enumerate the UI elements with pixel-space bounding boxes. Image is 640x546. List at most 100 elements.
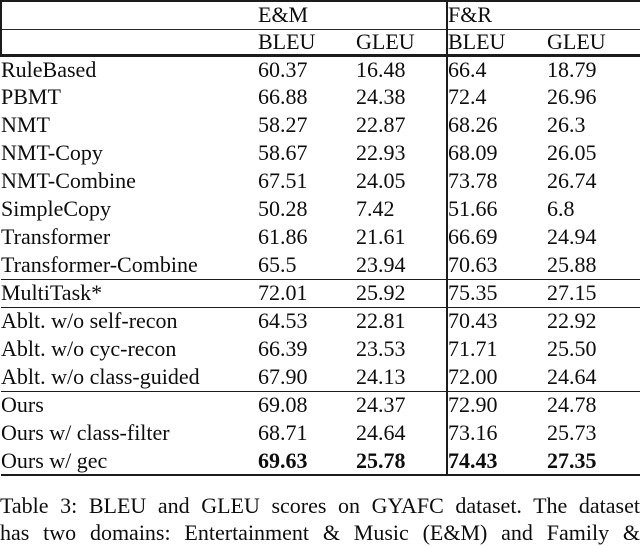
score-cell: 67.90 xyxy=(258,363,308,389)
subheader-fr-gleu: GLEU xyxy=(547,29,640,57)
score-cell: 75.35 xyxy=(446,278,547,307)
score-cell: 65.5 xyxy=(258,251,297,277)
score-cell: 26.96 xyxy=(547,84,597,109)
table-row-simplecopy: SimpleCopy 50.28 7.42 51.66 6.8 xyxy=(1,195,640,223)
score-cell: 24.37 xyxy=(356,390,447,419)
table-row-multitask: MultiTask* 72.01 25.92 75.35 27.15 xyxy=(1,278,640,307)
score-cell: 70.63 xyxy=(446,251,547,279)
table-caption-line-1: Table 3: BLEU and GLEU scores on GYAFC d… xyxy=(0,493,640,518)
score-cell: 64.53 xyxy=(258,306,356,335)
table-row-nmt-combine: NMT-Combine 67.51 24.05 73.78 26.74 xyxy=(1,167,640,195)
score-cell: 7.42 xyxy=(356,196,395,221)
subheader-em-gleu: GLEU xyxy=(356,29,447,57)
score-cell: 6.8 xyxy=(547,196,575,221)
score-cell: 67.51 xyxy=(258,168,308,193)
method-cell: RuleBased xyxy=(1,56,97,82)
score-cell: 23.53 xyxy=(356,336,406,361)
score-cell: 27.15 xyxy=(547,278,640,307)
score-cell: 69.63 xyxy=(258,447,356,476)
score-cell: 68.71 xyxy=(258,420,308,445)
score-cell: 22.87 xyxy=(356,112,406,137)
score-cell: 73.78 xyxy=(446,167,547,195)
score-cell: 21.61 xyxy=(356,224,406,249)
score-cell: 22.81 xyxy=(356,306,447,335)
col-group-fr: F&R xyxy=(446,0,640,30)
score-cell: 61.86 xyxy=(258,224,308,249)
method-cell: Ablt. w/o self-recon xyxy=(1,306,258,335)
score-cell: 72.01 xyxy=(258,278,356,307)
score-cell: 24.64 xyxy=(547,363,597,389)
table-row-ours-gec: Ours w/ gec 69.63 25.78 74.43 27.35 xyxy=(1,447,640,476)
table-caption-line-2: has two domains: Entertainment & Music (… xyxy=(0,520,640,545)
score-cell: 18.79 xyxy=(547,56,597,82)
score-cell: 23.94 xyxy=(356,251,406,277)
results-table: E&M F&R BLEU GLEU BLEU GLEU RuleBased 60… xyxy=(0,0,640,476)
table-row-ablt-cyc-recon: Ablt. w/o cyc-recon 66.39 23.53 71.71 25… xyxy=(1,335,640,363)
method-cell: NMT-Combine xyxy=(1,168,136,193)
score-cell: 69.08 xyxy=(258,390,356,419)
table-row-rulebased: RuleBased 60.37 16.48 66.4 18.79 xyxy=(1,55,640,83)
score-cell: 26.3 xyxy=(547,112,586,137)
table-row-ours-class-filter: Ours w/ class-filter 68.71 24.64 73.16 2… xyxy=(1,419,640,447)
score-cell: 24.64 xyxy=(356,420,406,445)
subheader-fr-bleu: BLEU xyxy=(446,29,547,57)
score-cell: 60.37 xyxy=(258,56,308,82)
score-cell: 68.26 xyxy=(446,111,547,139)
table-row-ablt-self-recon: Ablt. w/o self-recon 64.53 22.81 70.43 2… xyxy=(1,306,640,335)
score-cell: 24.94 xyxy=(547,224,597,249)
col-group-em: E&M xyxy=(258,0,447,30)
method-cell: PBMT xyxy=(1,84,61,109)
score-cell: 71.71 xyxy=(446,335,547,363)
score-cell: 26.74 xyxy=(547,168,597,193)
score-cell: 16.48 xyxy=(356,56,406,82)
table-row-pbmt: PBMT 66.88 24.38 72.4 26.96 xyxy=(1,83,640,111)
score-cell: 70.43 xyxy=(446,306,547,335)
table-row-ablt-class-guided: Ablt. w/o class-guided 67.90 24.13 72.00… xyxy=(1,363,640,391)
method-column-subheader-blank xyxy=(0,29,258,57)
score-cell: 58.67 xyxy=(258,140,308,165)
score-cell: 24.38 xyxy=(356,84,406,109)
table-row-transformer: Transformer 61.86 21.61 66.69 24.94 xyxy=(1,223,640,251)
score-cell: 74.43 xyxy=(446,447,547,476)
method-cell: NMT-Copy xyxy=(1,140,103,165)
method-cell: Ours xyxy=(1,390,258,419)
score-cell: 24.78 xyxy=(547,390,640,419)
score-cell: 25.88 xyxy=(547,251,597,277)
method-cell: MultiTask* xyxy=(1,278,258,307)
method-cell: Transformer xyxy=(1,224,111,249)
score-cell: 25.73 xyxy=(547,420,597,445)
method-cell: Ours w/ gec xyxy=(1,447,258,476)
score-cell: 72.90 xyxy=(446,390,547,419)
method-cell: NMT xyxy=(1,112,50,137)
score-cell: 25.50 xyxy=(547,336,597,361)
method-cell: Ablt. w/o class-guided xyxy=(1,363,200,389)
method-cell: Ablt. w/o cyc-recon xyxy=(1,336,177,361)
score-cell: 25.92 xyxy=(356,278,447,307)
score-cell: 25.78 xyxy=(356,447,447,476)
table-row-transformer-combine: Transformer-Combine 65.5 23.94 70.63 25.… xyxy=(1,251,640,279)
score-cell: 22.92 xyxy=(547,306,640,335)
score-cell: 26.05 xyxy=(547,140,597,165)
score-cell: 50.28 xyxy=(258,196,308,221)
score-cell: 27.35 xyxy=(547,447,640,476)
score-cell: 66.88 xyxy=(258,84,308,109)
table-caption: Table 3: BLEU and GLEU scores on GYAFC d… xyxy=(0,492,640,546)
score-cell: 58.27 xyxy=(258,112,308,137)
subheader-em-bleu: BLEU xyxy=(258,29,356,57)
method-cell: SimpleCopy xyxy=(1,196,112,221)
metric-header-row: BLEU GLEU BLEU GLEU xyxy=(0,29,640,57)
score-cell: 72.4 xyxy=(446,83,547,111)
score-cell: 22.93 xyxy=(356,140,406,165)
score-cell: 51.66 xyxy=(446,195,547,223)
method-cell: Transformer-Combine xyxy=(1,251,198,277)
score-cell: 66.39 xyxy=(258,336,308,361)
table-row-nmt-copy: NMT-Copy 58.67 22.93 68.09 26.05 xyxy=(1,139,640,167)
table-row-nmt: NMT 58.27 22.87 68.26 26.3 xyxy=(1,111,640,139)
score-cell: 68.09 xyxy=(446,139,547,167)
method-cell: Ours w/ class-filter xyxy=(1,420,170,445)
score-cell: 72.00 xyxy=(446,363,547,391)
column-group-header-row: E&M F&R xyxy=(0,0,640,30)
score-cell: 66.69 xyxy=(446,223,547,251)
score-cell: 73.16 xyxy=(446,419,547,447)
